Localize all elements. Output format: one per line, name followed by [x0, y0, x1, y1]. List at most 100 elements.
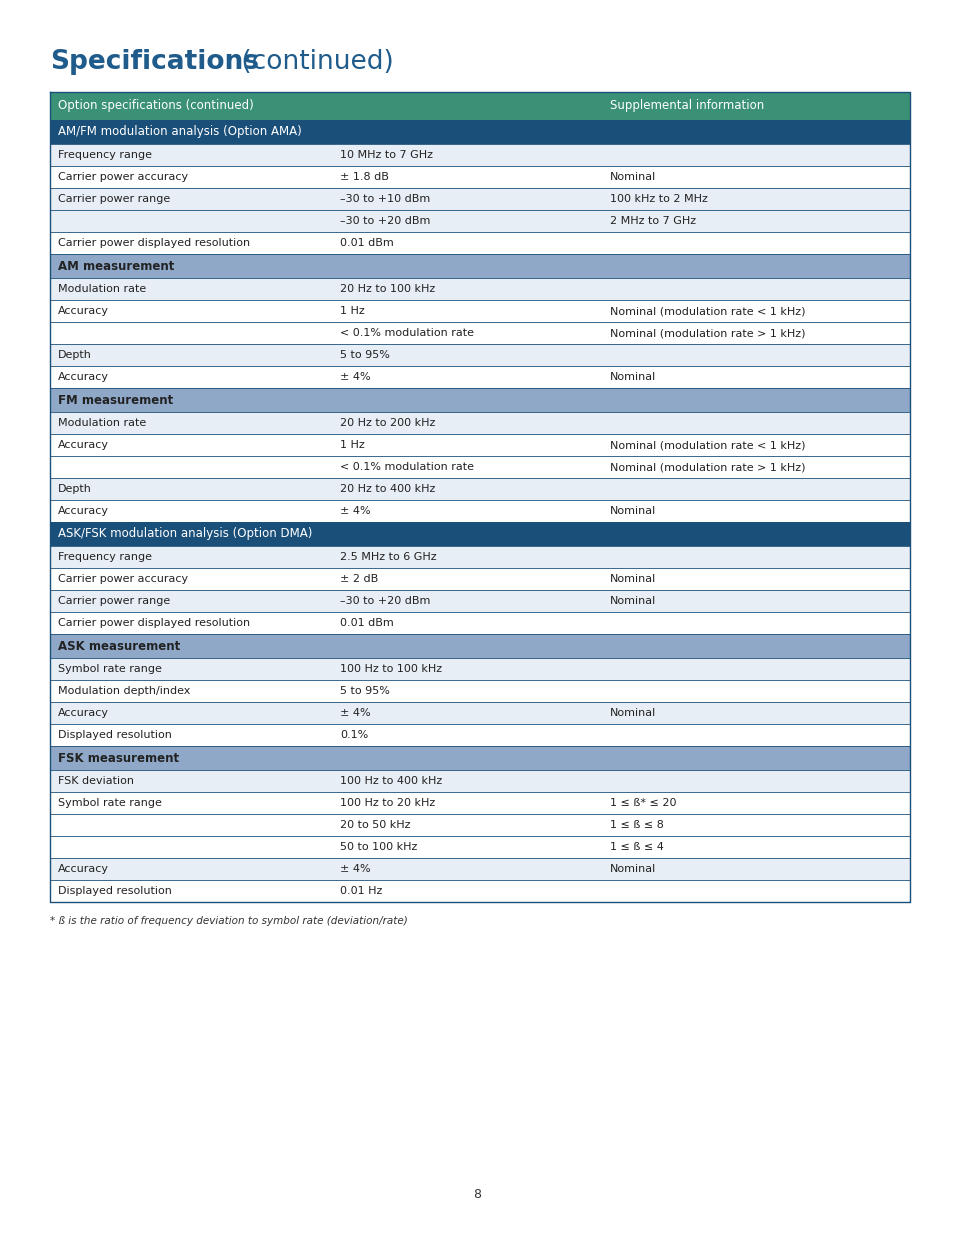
Bar: [50, 91, 909, 120]
Text: AM measurement: AM measurement: [58, 259, 174, 273]
Text: Nominal: Nominal: [609, 708, 656, 718]
Text: FSK deviation: FSK deviation: [58, 776, 133, 785]
Text: Modulation rate: Modulation rate: [58, 284, 146, 294]
Text: FM measurement: FM measurement: [58, 394, 173, 406]
Text: Nominal: Nominal: [609, 172, 656, 182]
Bar: [50, 814, 909, 836]
Text: 5 to 95%: 5 to 95%: [339, 350, 390, 359]
Text: 100 Hz to 20 kHz: 100 Hz to 20 kHz: [339, 798, 435, 808]
Text: 1 ≤ ß* ≤ 20: 1 ≤ ß* ≤ 20: [609, 798, 676, 808]
Text: Symbol rate range: Symbol rate range: [58, 798, 162, 808]
Bar: [50, 836, 909, 858]
Bar: [50, 254, 909, 278]
Text: Nominal (modulation rate > 1 kHz): Nominal (modulation rate > 1 kHz): [609, 462, 804, 472]
Bar: [50, 701, 909, 724]
Text: Accuracy: Accuracy: [58, 506, 109, 516]
Text: Nominal: Nominal: [609, 864, 656, 874]
Text: 2.5 MHz to 6 GHz: 2.5 MHz to 6 GHz: [339, 552, 436, 562]
Text: 0.01 dBm: 0.01 dBm: [339, 238, 394, 248]
Bar: [50, 568, 909, 590]
Text: Displayed resolution: Displayed resolution: [58, 730, 172, 740]
Bar: [50, 590, 909, 613]
Text: Carrier power displayed resolution: Carrier power displayed resolution: [58, 238, 250, 248]
Text: Nominal (modulation rate > 1 kHz): Nominal (modulation rate > 1 kHz): [609, 329, 804, 338]
Bar: [50, 433, 909, 456]
Text: Accuracy: Accuracy: [58, 440, 109, 450]
Text: 1 Hz: 1 Hz: [339, 306, 364, 316]
Text: 0.1%: 0.1%: [339, 730, 368, 740]
Bar: [50, 881, 909, 902]
Text: Carrier power accuracy: Carrier power accuracy: [58, 574, 188, 584]
Bar: [50, 232, 909, 254]
Bar: [50, 412, 909, 433]
Text: 100 Hz to 100 kHz: 100 Hz to 100 kHz: [339, 664, 441, 674]
Bar: [50, 613, 909, 634]
Bar: [50, 188, 909, 210]
Text: Carrier power range: Carrier power range: [58, 597, 170, 606]
Bar: [50, 322, 909, 345]
Text: FSK measurement: FSK measurement: [58, 752, 179, 764]
Text: Nominal (modulation rate < 1 kHz): Nominal (modulation rate < 1 kHz): [609, 440, 804, 450]
Text: ± 4%: ± 4%: [339, 372, 370, 382]
Text: 0.01 dBm: 0.01 dBm: [339, 618, 394, 629]
Text: Nominal: Nominal: [609, 372, 656, 382]
Text: 0.01 Hz: 0.01 Hz: [339, 885, 382, 897]
Bar: [50, 144, 909, 165]
Bar: [50, 478, 909, 500]
Text: 20 Hz to 400 kHz: 20 Hz to 400 kHz: [339, 484, 435, 494]
Text: 20 Hz to 100 kHz: 20 Hz to 100 kHz: [339, 284, 435, 294]
Text: AM/FM modulation analysis (Option AMA): AM/FM modulation analysis (Option AMA): [58, 126, 301, 138]
Text: –30 to +20 dBm: –30 to +20 dBm: [339, 597, 430, 606]
Text: Modulation rate: Modulation rate: [58, 417, 146, 429]
Text: 50 to 100 kHz: 50 to 100 kHz: [339, 842, 416, 852]
Bar: [50, 345, 909, 366]
Text: Accuracy: Accuracy: [58, 306, 109, 316]
Text: 1 ≤ ß ≤ 4: 1 ≤ ß ≤ 4: [609, 842, 663, 852]
Text: Option specifications (continued): Option specifications (continued): [58, 100, 253, 112]
Text: –30 to +20 dBm: –30 to +20 dBm: [339, 216, 430, 226]
Bar: [50, 769, 909, 792]
Text: 100 kHz to 2 MHz: 100 kHz to 2 MHz: [609, 194, 707, 204]
Text: 1 Hz: 1 Hz: [339, 440, 364, 450]
Bar: [50, 278, 909, 300]
Text: Carrier power displayed resolution: Carrier power displayed resolution: [58, 618, 250, 629]
Text: ASK measurement: ASK measurement: [58, 640, 180, 652]
Text: < 0.1% modulation rate: < 0.1% modulation rate: [339, 462, 474, 472]
Text: 20 to 50 kHz: 20 to 50 kHz: [339, 820, 410, 830]
Bar: [50, 792, 909, 814]
Bar: [50, 658, 909, 680]
Text: Symbol rate range: Symbol rate range: [58, 664, 162, 674]
Text: Carrier power range: Carrier power range: [58, 194, 170, 204]
Bar: [50, 366, 909, 388]
Bar: [50, 210, 909, 232]
Bar: [50, 500, 909, 522]
Text: * ß is the ratio of frequency deviation to symbol rate (deviation/rate): * ß is the ratio of frequency deviation …: [50, 916, 407, 926]
Text: Frequency range: Frequency range: [58, 149, 152, 161]
Text: 20 Hz to 200 kHz: 20 Hz to 200 kHz: [339, 417, 435, 429]
Text: Carrier power accuracy: Carrier power accuracy: [58, 172, 188, 182]
Text: Accuracy: Accuracy: [58, 708, 109, 718]
Text: ± 4%: ± 4%: [339, 506, 370, 516]
Text: Specifications: Specifications: [50, 49, 258, 75]
Bar: [50, 546, 909, 568]
Text: Frequency range: Frequency range: [58, 552, 152, 562]
Text: Accuracy: Accuracy: [58, 372, 109, 382]
Text: 8: 8: [473, 1188, 480, 1202]
Text: Nominal: Nominal: [609, 574, 656, 584]
Text: ± 1.8 dB: ± 1.8 dB: [339, 172, 389, 182]
Text: 2 MHz to 7 GHz: 2 MHz to 7 GHz: [609, 216, 696, 226]
Bar: [50, 634, 909, 658]
Text: 10 MHz to 7 GHz: 10 MHz to 7 GHz: [339, 149, 433, 161]
Text: Nominal: Nominal: [609, 506, 656, 516]
Bar: [50, 680, 909, 701]
Bar: [50, 724, 909, 746]
Text: Nominal: Nominal: [609, 597, 656, 606]
Bar: [50, 300, 909, 322]
Text: ± 2 dB: ± 2 dB: [339, 574, 377, 584]
Bar: [50, 165, 909, 188]
Text: Depth: Depth: [58, 350, 91, 359]
Bar: [50, 746, 909, 769]
Text: 5 to 95%: 5 to 95%: [339, 685, 390, 697]
Bar: [50, 456, 909, 478]
Text: Nominal (modulation rate < 1 kHz): Nominal (modulation rate < 1 kHz): [609, 306, 804, 316]
